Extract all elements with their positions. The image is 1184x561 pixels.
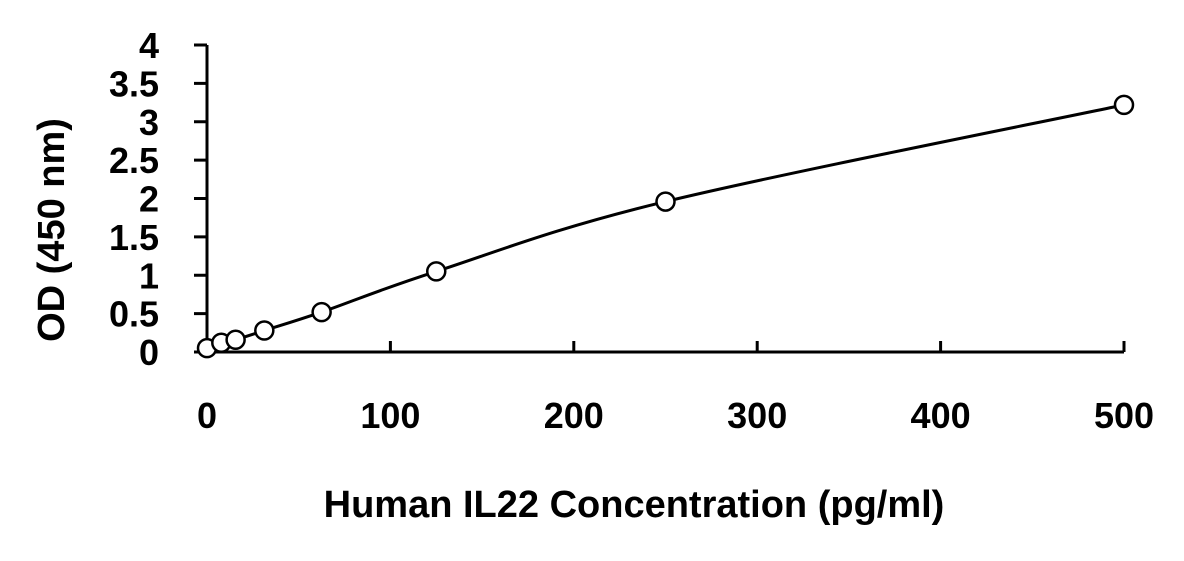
x-axis-title: Human IL22 Concentration (pg/ml) bbox=[324, 484, 945, 526]
y-ticks: 00.511.522.533.54 bbox=[109, 25, 207, 373]
x-tick-label: 300 bbox=[727, 395, 787, 436]
data-point bbox=[1113, 94, 1135, 116]
data-point bbox=[311, 301, 332, 323]
x-tick-label: 200 bbox=[544, 395, 604, 436]
data-point bbox=[655, 191, 676, 212]
y-tick-label: 1.5 bbox=[109, 217, 159, 258]
x-tick-label: 100 bbox=[360, 395, 420, 436]
data-point bbox=[225, 329, 246, 350]
x-tick-label: 400 bbox=[911, 395, 971, 436]
y-tick-label: 2.5 bbox=[109, 140, 159, 181]
data-point bbox=[254, 320, 275, 341]
y-tick-label: 2 bbox=[139, 179, 159, 220]
y-tick-label: 0.5 bbox=[109, 294, 159, 335]
y-tick-label: 3.5 bbox=[109, 63, 159, 104]
x-tick-label: 500 bbox=[1094, 395, 1154, 436]
y-tick-label: 3 bbox=[139, 102, 159, 143]
y-tick-label: 1 bbox=[139, 255, 159, 296]
y-tick-label: 4 bbox=[139, 25, 159, 66]
y-tick-label: 0 bbox=[139, 332, 159, 373]
fit-curve-line bbox=[206, 103, 1125, 350]
data-point bbox=[426, 261, 447, 282]
data-points bbox=[196, 94, 1135, 359]
x-tick-label: 0 bbox=[197, 395, 217, 436]
x-ticks: 0 100 200 300 400 500 bbox=[197, 341, 1154, 436]
y-axis-title: OD (450 nm) bbox=[31, 118, 73, 342]
